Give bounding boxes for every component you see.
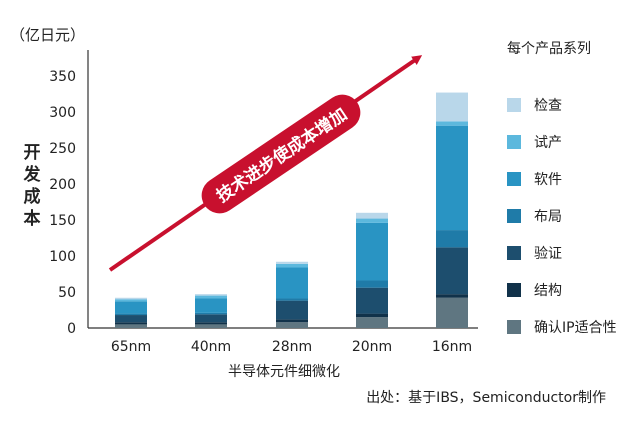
legend-swatch bbox=[507, 246, 521, 260]
legend-label: 确认IP适合性 bbox=[534, 320, 617, 336]
bar-segment-40nm-1 bbox=[195, 322, 227, 325]
legend-label: 布局 bbox=[534, 209, 562, 225]
bar-segment-16nm-2 bbox=[436, 247, 468, 295]
x-tick-label: 40nm bbox=[191, 339, 231, 355]
legend-swatch bbox=[507, 283, 521, 297]
y-tick-label: 0 bbox=[67, 321, 76, 337]
legend-swatch bbox=[507, 209, 521, 223]
bar-segment-40nm-2 bbox=[195, 314, 227, 323]
bar-segment-16nm-3 bbox=[436, 230, 468, 248]
bar-segment-65nm-1 bbox=[115, 322, 147, 325]
legend-swatch bbox=[507, 135, 521, 149]
bar-segment-20nm-6 bbox=[356, 212, 388, 219]
chart-svg: （亿日元） 0 50 100 150 200 250 300 350 开发成本 65nm 40n… bbox=[10, 26, 617, 406]
y-tick-label: 100 bbox=[49, 249, 76, 265]
y-axis-title-text: 开发成本 bbox=[23, 143, 42, 229]
bar-segment-40nm-5 bbox=[195, 295, 227, 299]
bar-segment-20nm-1 bbox=[356, 313, 388, 318]
y-tick-label: 250 bbox=[49, 141, 76, 157]
source-note: 出处：基于IBS，Semiconductor制作 bbox=[366, 389, 606, 406]
legend-label: 试产 bbox=[534, 135, 562, 151]
bar-segment-28nm-1 bbox=[276, 319, 308, 323]
y-unit-label: （亿日元） bbox=[10, 26, 85, 44]
x-ticks: 65nm 40nm 28nm 20nm 16nm bbox=[111, 339, 472, 355]
x-tick-label: 20nm bbox=[352, 339, 392, 355]
legend-swatch bbox=[507, 172, 521, 186]
bar-segment-28nm-5 bbox=[276, 263, 308, 268]
bar-segment-16nm-4 bbox=[436, 125, 468, 231]
legend-label: 检查 bbox=[534, 98, 562, 114]
bar-segment-65nm-0 bbox=[115, 324, 147, 328]
annotation-pill bbox=[201, 94, 361, 214]
x-tick-label: 28nm bbox=[272, 339, 312, 355]
legend-swatch bbox=[507, 98, 521, 112]
bar-segment-20nm-0 bbox=[356, 317, 388, 328]
legend-swatch bbox=[507, 320, 521, 334]
bar-segment-20nm-4 bbox=[356, 222, 388, 281]
bar-segment-65nm-2 bbox=[115, 315, 147, 323]
bar-segment-65nm-5 bbox=[115, 299, 147, 302]
bar-segment-16nm-6 bbox=[436, 92, 468, 122]
y-axis-title: 开发成本 bbox=[23, 143, 42, 229]
x-axis-title: 半导体元件细微化 bbox=[228, 364, 340, 380]
bar-segment-28nm-2 bbox=[276, 300, 308, 320]
bar-segment-28nm-0 bbox=[276, 322, 308, 328]
legend-label: 软件 bbox=[534, 172, 562, 188]
bar-segment-40nm-3 bbox=[195, 312, 227, 315]
bar-segment-65nm-4 bbox=[115, 301, 147, 314]
bar-segment-28nm-6 bbox=[276, 261, 308, 264]
y-ticks: 0 50 100 150 200 250 300 350 bbox=[49, 69, 76, 337]
bar-segment-20nm-5 bbox=[356, 218, 388, 223]
bar-segment-40nm-4 bbox=[195, 298, 227, 313]
x-tick-label: 16nm bbox=[432, 339, 472, 355]
bar-segment-65nm-6 bbox=[115, 297, 147, 300]
bar-segment-16nm-0 bbox=[436, 297, 468, 328]
legend-label: 结构 bbox=[534, 283, 562, 299]
y-tick-label: 150 bbox=[49, 213, 76, 229]
legend-label: 验证 bbox=[534, 246, 562, 262]
bar-segment-16nm-1 bbox=[436, 294, 468, 298]
legend-title: 每个产品系列 bbox=[507, 41, 591, 57]
bar-segment-40nm-0 bbox=[195, 324, 227, 328]
y-tick-label: 350 bbox=[49, 69, 76, 85]
bar-segment-20nm-2 bbox=[356, 287, 388, 314]
bar-segment-40nm-6 bbox=[195, 294, 227, 296]
x-tick-label: 65nm bbox=[111, 339, 151, 355]
bar-segment-16nm-5 bbox=[436, 121, 468, 126]
bar-segment-20nm-3 bbox=[356, 280, 388, 288]
y-tick-label: 300 bbox=[49, 105, 76, 121]
bar-segment-28nm-3 bbox=[276, 298, 308, 301]
y-tick-label: 200 bbox=[49, 177, 76, 193]
bar-segment-65nm-3 bbox=[115, 313, 147, 316]
chart-frame: （亿日元） 0 50 100 150 200 250 300 350 开发成本 65nm 40n… bbox=[2, 2, 633, 423]
bar-segment-28nm-4 bbox=[276, 267, 308, 299]
y-tick-label: 50 bbox=[58, 285, 76, 301]
bars bbox=[115, 92, 468, 328]
annotation-text: 技术进步使成本增加 bbox=[213, 104, 352, 207]
